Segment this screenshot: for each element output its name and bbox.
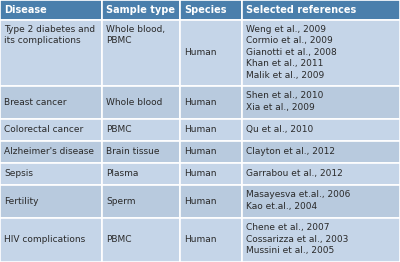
Text: Fertility: Fertility — [4, 197, 38, 206]
Text: Human: Human — [184, 48, 216, 57]
Text: Whole blood,
PBMC: Whole blood, PBMC — [106, 25, 165, 45]
Text: Whole blood: Whole blood — [106, 98, 162, 107]
Bar — [242, 185, 400, 218]
Text: PBMC: PBMC — [106, 236, 132, 244]
Bar — [180, 218, 242, 262]
Text: Chene et al., 2007
Cossarizza et al., 2003
Mussini et al., 2005: Chene et al., 2007 Cossarizza et al., 20… — [246, 223, 348, 255]
Text: Sepsis: Sepsis — [4, 170, 33, 178]
Bar — [102, 163, 180, 185]
Bar — [180, 0, 242, 20]
Bar — [102, 20, 180, 86]
Bar — [180, 119, 242, 141]
Text: Disease: Disease — [4, 5, 47, 15]
Bar — [242, 119, 400, 141]
Bar — [102, 0, 180, 20]
Bar — [180, 141, 242, 163]
Bar — [180, 185, 242, 218]
Bar — [242, 141, 400, 163]
Text: Breast cancer: Breast cancer — [4, 98, 66, 107]
Bar — [0, 20, 102, 86]
Text: HIV complications: HIV complications — [4, 236, 85, 244]
Bar — [0, 86, 102, 119]
Text: Clayton et al., 2012: Clayton et al., 2012 — [246, 148, 335, 156]
Text: Garrabou et al., 2012: Garrabou et al., 2012 — [246, 170, 343, 178]
Bar — [0, 185, 102, 218]
Text: Human: Human — [184, 125, 216, 134]
Bar — [102, 141, 180, 163]
Bar — [0, 141, 102, 163]
Text: Selected references: Selected references — [246, 5, 356, 15]
Bar — [0, 119, 102, 141]
Text: Plasma: Plasma — [106, 170, 138, 178]
Bar — [242, 20, 400, 86]
Bar — [102, 185, 180, 218]
Bar — [242, 218, 400, 262]
Text: Type 2 diabetes and
its complications: Type 2 diabetes and its complications — [4, 25, 95, 45]
Text: Alzheimer's disease: Alzheimer's disease — [4, 148, 94, 156]
Text: Human: Human — [184, 197, 216, 206]
Bar — [242, 163, 400, 185]
Text: Brain tissue: Brain tissue — [106, 148, 160, 156]
Text: Weng et al., 2009
Cormio et al., 2009
Gianotti et al., 2008
Khan et al., 2011
Ma: Weng et al., 2009 Cormio et al., 2009 Gi… — [246, 25, 337, 80]
Bar — [180, 20, 242, 86]
Text: Shen et al., 2010
Xia et al., 2009: Shen et al., 2010 Xia et al., 2009 — [246, 91, 323, 112]
Text: Masayesva et.al., 2006
Kao et.al., 2004: Masayesva et.al., 2006 Kao et.al., 2004 — [246, 190, 350, 211]
Text: Qu et al., 2010: Qu et al., 2010 — [246, 125, 313, 134]
Bar — [180, 86, 242, 119]
Text: Species: Species — [184, 5, 226, 15]
Text: Human: Human — [184, 170, 216, 178]
Text: Sample type: Sample type — [106, 5, 175, 15]
Bar — [0, 0, 102, 20]
Bar — [102, 86, 180, 119]
Bar — [242, 0, 400, 20]
Bar — [102, 119, 180, 141]
Text: Human: Human — [184, 236, 216, 244]
Text: PBMC: PBMC — [106, 125, 132, 134]
Bar — [0, 218, 102, 262]
Text: Human: Human — [184, 98, 216, 107]
Bar — [180, 163, 242, 185]
Text: Human: Human — [184, 148, 216, 156]
Text: Colorectal cancer: Colorectal cancer — [4, 125, 83, 134]
Bar — [0, 163, 102, 185]
Text: Sperm: Sperm — [106, 197, 136, 206]
Bar — [102, 218, 180, 262]
Bar — [242, 86, 400, 119]
